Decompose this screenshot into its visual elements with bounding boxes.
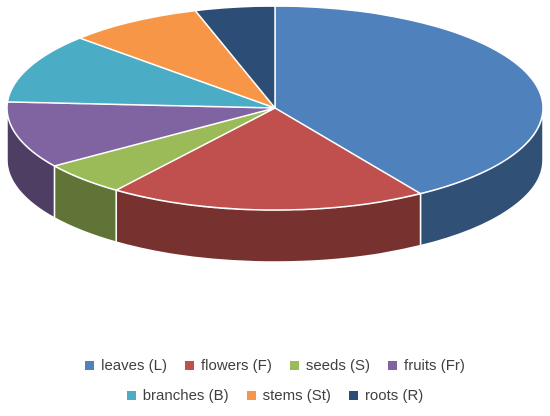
legend-swatch: [289, 360, 299, 370]
legend-item: branches (B): [126, 386, 229, 404]
legend-swatch: [388, 360, 398, 370]
legend-label: leaves (L): [101, 356, 167, 374]
legend-label: stems (St): [262, 386, 331, 404]
legend-item: roots (R): [348, 386, 424, 404]
pie-slice-6: [79, 9, 276, 109]
pie-tops: [6, 5, 544, 211]
legend-swatch: [246, 390, 256, 400]
legend-item: leaves (L): [85, 357, 167, 374]
legend-swatch: [348, 390, 358, 400]
legend-item: seeds (S): [289, 356, 371, 374]
legend-row: leaves (L) flowers (F) seeds (S) fruits (Fr…: [0, 350, 550, 380]
pie-chart: [6, 5, 544, 263]
legend-item: stems (St): [246, 386, 331, 404]
legend-label: seeds (S): [305, 356, 371, 374]
pie-slice-5: [6, 37, 276, 109]
legend-swatch: [184, 360, 194, 370]
legend-swatch: [85, 360, 95, 370]
legend-label: fruits (Fr): [404, 356, 465, 374]
legend-label: branches (B): [142, 386, 229, 404]
legend-label: roots (R): [364, 386, 424, 404]
pie-slice-7: [194, 5, 276, 109]
legend-item: fruits (Fr): [388, 357, 465, 374]
pie-slice-4: [6, 101, 276, 167]
legend-item: flowers (F): [184, 356, 272, 374]
legend-label: flowers (F): [200, 356, 272, 374]
legend-row: branches (B) stems (St) roots (R): [0, 380, 550, 410]
pie-slice-2: [115, 107, 422, 211]
pie-sides: [6, 107, 544, 263]
legend: leaves (L) flowers (F) seeds (S) fruits (Fr…: [0, 350, 550, 410]
legend-swatch: [126, 390, 136, 400]
